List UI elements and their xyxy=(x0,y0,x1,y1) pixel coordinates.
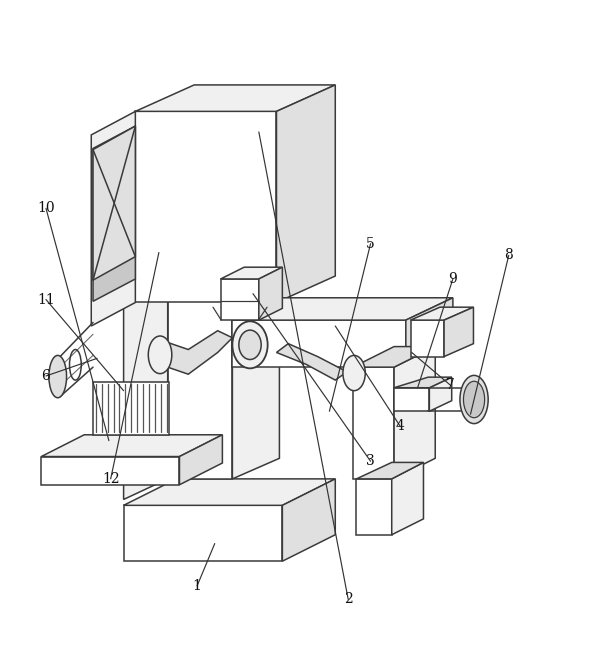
Polygon shape xyxy=(93,126,136,301)
Polygon shape xyxy=(136,111,277,303)
Ellipse shape xyxy=(148,336,172,374)
Polygon shape xyxy=(93,382,169,435)
Text: 9: 9 xyxy=(449,272,457,286)
Ellipse shape xyxy=(463,381,485,418)
Text: 12: 12 xyxy=(102,472,119,486)
Text: 3: 3 xyxy=(366,454,375,468)
Polygon shape xyxy=(410,307,473,320)
Ellipse shape xyxy=(49,355,67,398)
Text: 8: 8 xyxy=(505,248,513,263)
Polygon shape xyxy=(41,456,179,484)
Ellipse shape xyxy=(460,376,488,424)
Text: 1: 1 xyxy=(193,579,202,593)
Polygon shape xyxy=(124,505,283,561)
Polygon shape xyxy=(410,320,444,357)
Polygon shape xyxy=(124,256,168,499)
Polygon shape xyxy=(406,298,453,367)
Polygon shape xyxy=(353,367,394,479)
Text: 4: 4 xyxy=(395,419,404,433)
Polygon shape xyxy=(277,85,335,303)
Ellipse shape xyxy=(343,355,365,391)
Polygon shape xyxy=(283,479,335,561)
Polygon shape xyxy=(221,279,259,320)
Ellipse shape xyxy=(232,321,268,368)
Polygon shape xyxy=(136,85,335,111)
Polygon shape xyxy=(93,126,136,280)
Polygon shape xyxy=(168,256,232,479)
Text: 6: 6 xyxy=(41,369,50,383)
Polygon shape xyxy=(232,235,280,479)
Polygon shape xyxy=(394,388,430,411)
Polygon shape xyxy=(394,377,452,388)
Polygon shape xyxy=(394,347,435,479)
Polygon shape xyxy=(259,267,283,320)
Ellipse shape xyxy=(239,330,261,359)
Text: 2: 2 xyxy=(344,593,353,606)
Polygon shape xyxy=(232,298,453,320)
Polygon shape xyxy=(168,331,232,374)
Polygon shape xyxy=(356,479,392,535)
Polygon shape xyxy=(91,111,136,326)
Polygon shape xyxy=(41,435,223,456)
Text: 11: 11 xyxy=(37,293,55,306)
Text: 10: 10 xyxy=(37,201,55,215)
Polygon shape xyxy=(277,344,347,380)
Polygon shape xyxy=(168,235,280,256)
Text: 5: 5 xyxy=(366,237,375,250)
Polygon shape xyxy=(444,307,473,357)
Polygon shape xyxy=(232,320,406,367)
Polygon shape xyxy=(356,462,424,479)
Text: 7: 7 xyxy=(446,378,454,392)
Polygon shape xyxy=(179,435,223,484)
Polygon shape xyxy=(430,377,452,411)
Polygon shape xyxy=(221,267,283,279)
Polygon shape xyxy=(124,479,335,505)
Polygon shape xyxy=(392,462,424,535)
Polygon shape xyxy=(353,347,435,367)
